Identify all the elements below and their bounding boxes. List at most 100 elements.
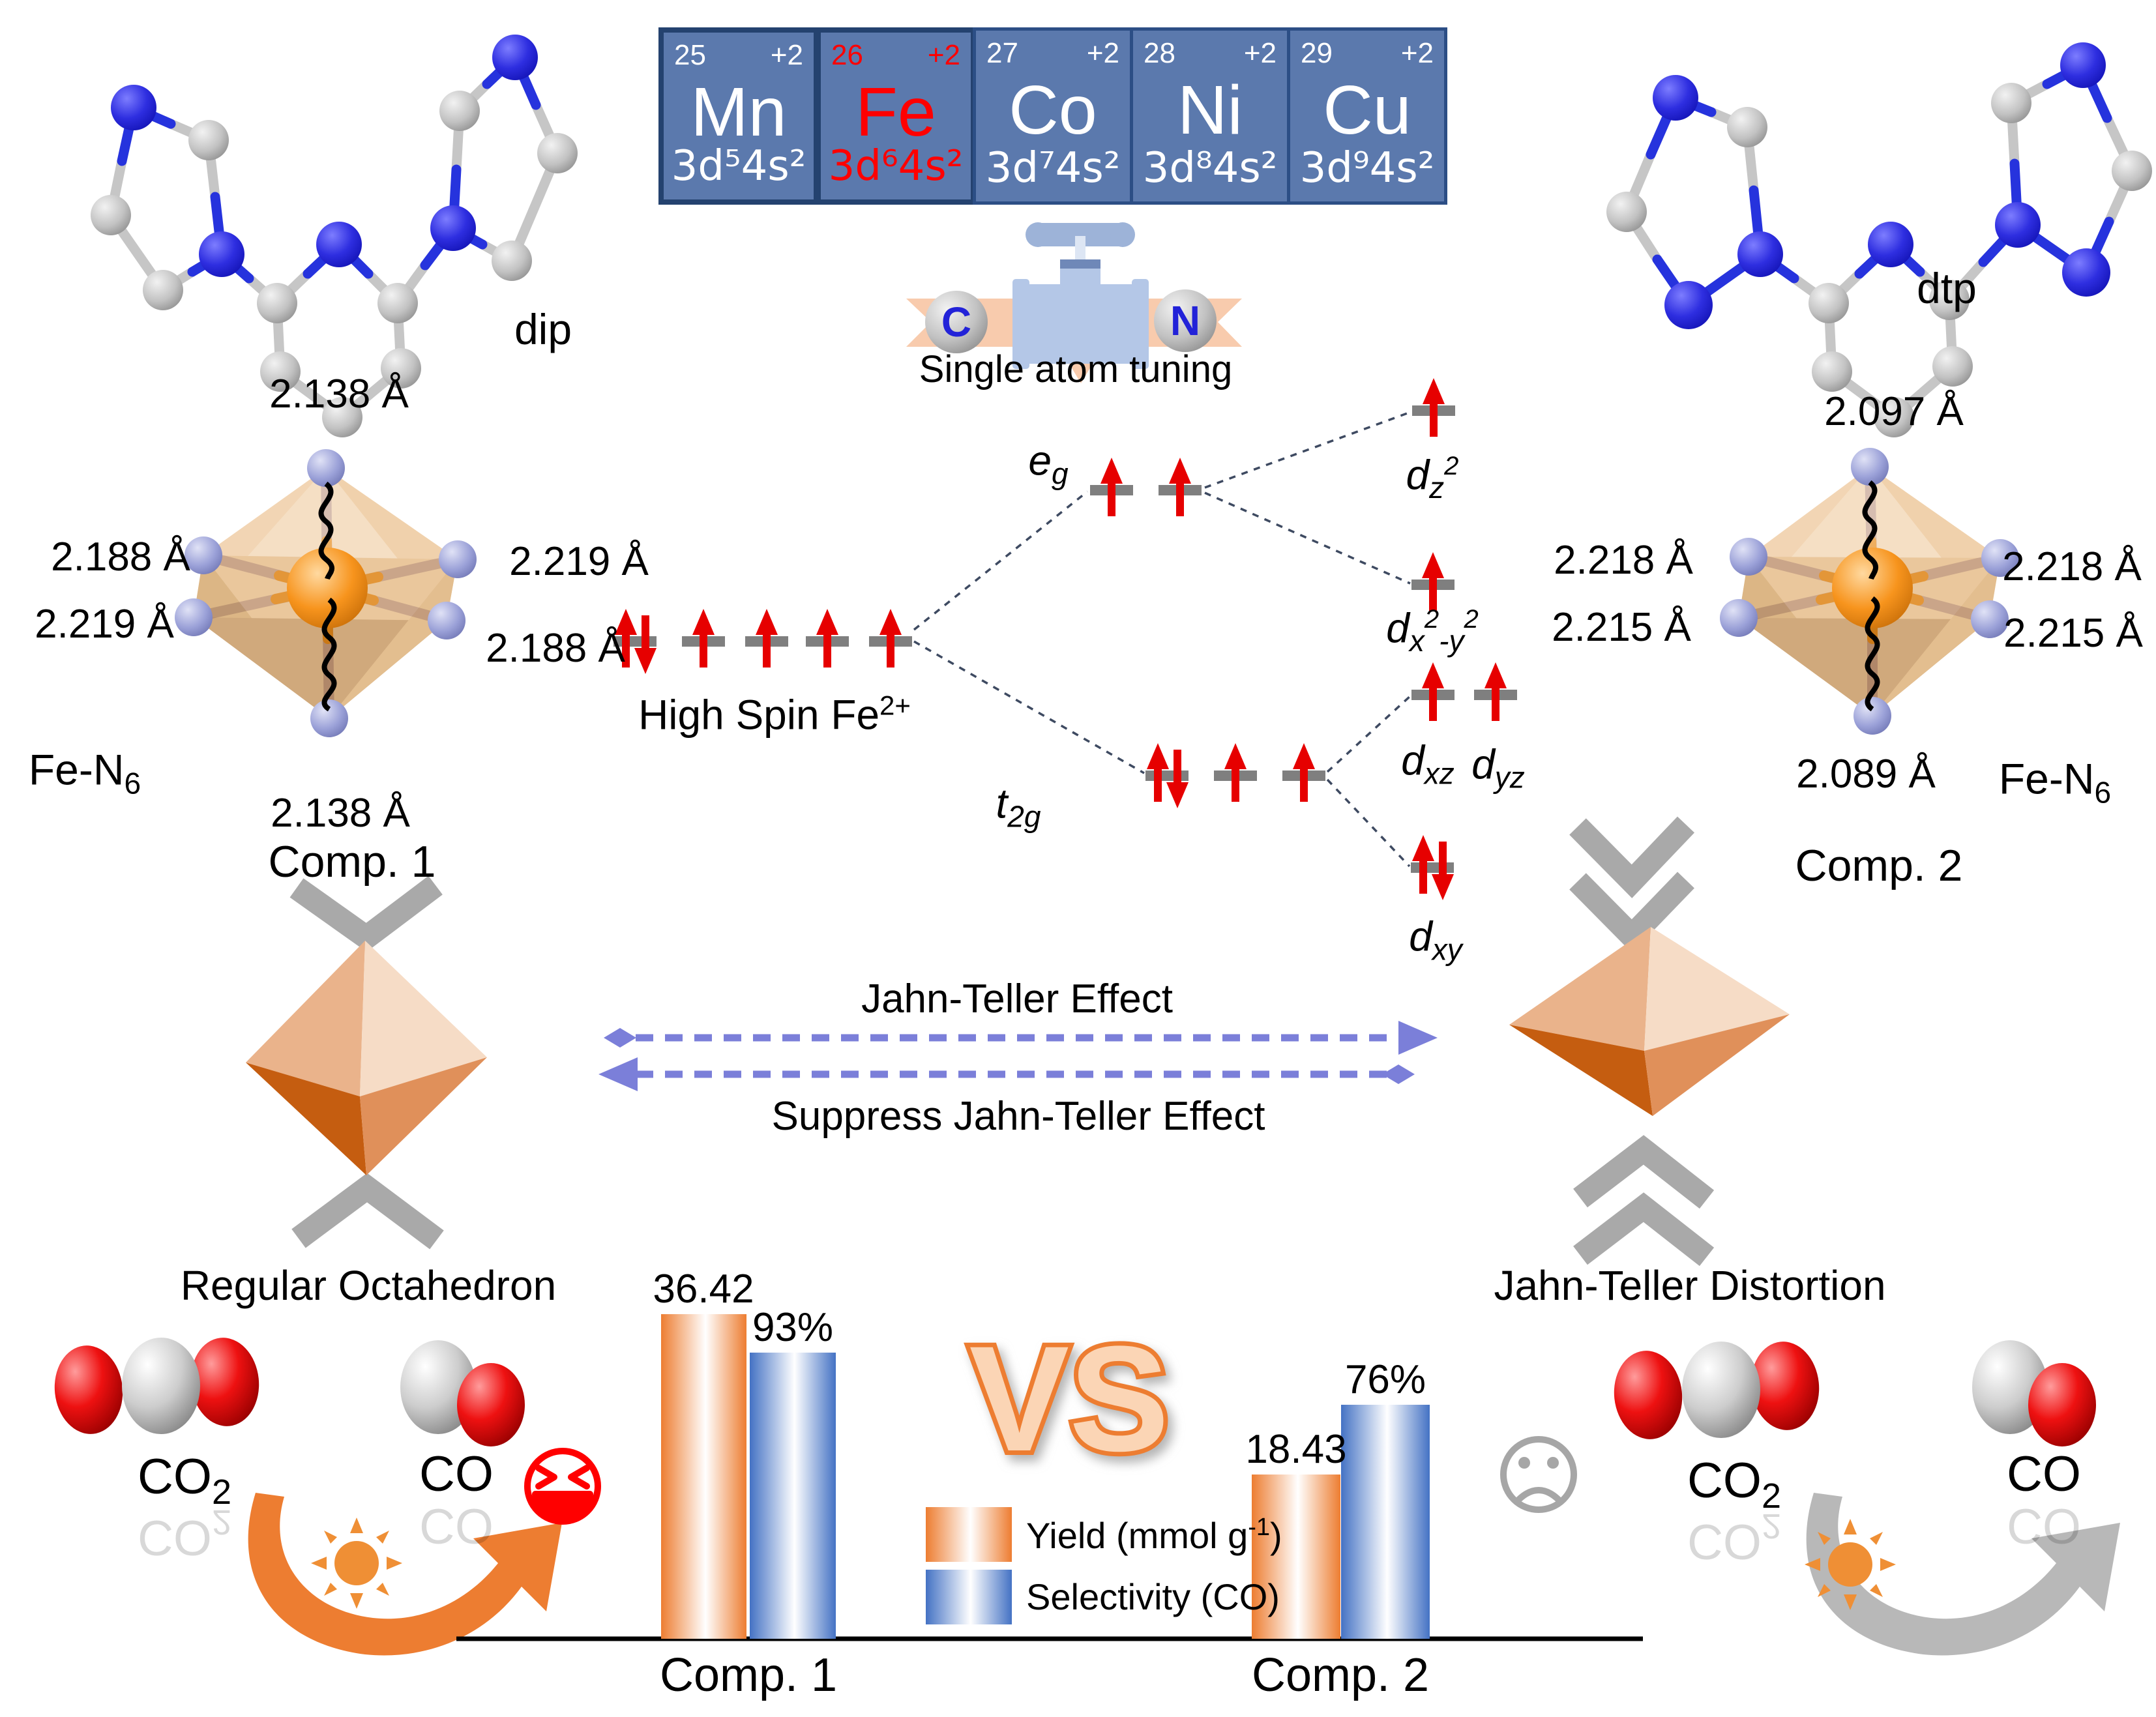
sun-photocatalysis-arrow (248, 1493, 562, 1656)
co-label-reflection: CO (2007, 1498, 2081, 1553)
ligand-label-dtp: dtp (1917, 264, 1977, 312)
complex2-octahedron-model (1720, 448, 2019, 735)
selectivity-bar-comp2 (1341, 1405, 1430, 1639)
fe-center-atom (1832, 548, 1913, 628)
electron-config: 3d⁹4s² (1299, 144, 1435, 192)
diamond-end (1382, 1064, 1415, 1084)
oxidation-state: +2 (1086, 37, 1119, 69)
orbital-label-dxy: dxy (1409, 913, 1462, 967)
suppress-jahn-teller-label: Suppress Jahn-Teller Effect (771, 1094, 1265, 1139)
bond-length-label: 2.215 Å (1552, 605, 1691, 650)
yield-value-comp2: 18.43 (1245, 1427, 1347, 1472)
bond-length-label: 2.138 Å (269, 372, 409, 417)
complex2-formula: Fe-N6 (1998, 754, 2112, 810)
sun-icon (1805, 1519, 1896, 1610)
vs-label: VS (969, 1315, 1170, 1482)
element-symbol: Cu (1323, 72, 1411, 149)
double-chevron-up-icon (1573, 1192, 1715, 1267)
diamond-end (604, 1028, 636, 1048)
ligand-label-dip: dip (514, 305, 572, 353)
bond-length-label: 2.188 Å (51, 535, 190, 580)
legend-label-selectivity: Selectivity (CO) (1026, 1576, 1280, 1617)
double-chevron-up-icon (1573, 1135, 1715, 1209)
bond-length-label: 2.218 Å (2002, 544, 2142, 589)
periodic-cell-cu: 29 +2 Cu 3d⁹4s² (1287, 27, 1447, 205)
orbital-label-dz2: dz2 (1406, 451, 1459, 505)
co-label: CO (419, 1446, 494, 1502)
orbital-splitting-diagram (613, 378, 1517, 900)
sun-photocatalysis-arrow (1806, 1493, 2120, 1656)
regular-octahedron-solid (246, 941, 487, 1175)
complex1-formula: Fe-N6 (28, 745, 141, 800)
legend-swatch-yield (926, 1507, 1012, 1562)
spring-bond (1862, 480, 1879, 580)
bond-length-label: 2.089 Å (1796, 752, 1936, 797)
chevron-up-icon (291, 1173, 444, 1250)
selectivity-value-comp1: 93% (752, 1305, 834, 1350)
nitrogen-atom-circle (1154, 289, 1217, 352)
nitrogen-atom-label: N (1170, 297, 1201, 344)
t2g-label: t2g (996, 780, 1041, 834)
electron-config: 3d⁸4s² (1142, 144, 1278, 192)
complex2-shape-label: Jahn-Teller Distortion (1494, 1262, 1886, 1309)
double-chevron-down-icon (1569, 816, 1695, 898)
periodic-table-strip: 25 +2 Mn 3d⁵4s² 26 +2 Fe 3d⁶4s² 27 +2 Co… (658, 27, 1447, 205)
atomic-number: 27 (986, 37, 1018, 69)
oxidation-state: +2 (1243, 37, 1277, 69)
orbital-label-dyz: dyz (1471, 741, 1525, 795)
oxidation-state: +2 (770, 39, 803, 71)
co2-label: CO2 (1687, 1452, 1782, 1516)
atomic-number: 28 (1144, 37, 1175, 69)
element-symbol: Mn (690, 74, 787, 151)
chevron-down-icon (289, 875, 443, 952)
dtp-molecule (1606, 42, 2152, 437)
carbon-atom-label: C (941, 299, 972, 345)
co2-molecule (54, 1338, 259, 1434)
electron-config: 3d⁷4s² (985, 144, 1121, 192)
periodic-cell-mn: 25 +2 Mn 3d⁵4s² (658, 27, 819, 205)
fe-center-atom (287, 548, 368, 628)
spring-bond (321, 597, 337, 712)
spring-bond (318, 481, 335, 580)
laughing-face-icon (524, 1448, 601, 1525)
carbon-atom-circle (925, 291, 988, 353)
jahn-teller-arrows (598, 1021, 1438, 1091)
yield-value-comp1: 36.42 (653, 1267, 754, 1312)
atomic-number: 29 (1301, 37, 1333, 69)
electron-config: 3d⁶4s² (828, 142, 964, 190)
high-spin-label: High Spin Fe2+ (638, 690, 911, 739)
oxidation-state: +2 (1400, 37, 1434, 69)
distorted-octahedron-solid (1509, 927, 1790, 1116)
element-symbol: Ni (1177, 72, 1243, 149)
atomic-number: 25 (674, 39, 706, 71)
orbital-label-dx2y2: dx2-y2 (1386, 604, 1479, 658)
selectivity-value-comp2: 76% (1344, 1357, 1426, 1402)
complex1-octahedron-model (175, 449, 477, 737)
co-molecule (400, 1340, 525, 1446)
legend-label-yield: Yield (mmol g-1) (1026, 1514, 1282, 1556)
legend-swatch-selectivity (926, 1570, 1012, 1624)
pipe-valve-icon (906, 222, 1242, 383)
dip-molecule (91, 35, 578, 437)
co-label-reflection: CO (419, 1498, 494, 1553)
category-label-comp2: Comp. 2 (1251, 1649, 1430, 1701)
complex2-title: Comp. 2 (1795, 841, 1963, 890)
spring-bond (1865, 596, 1880, 712)
category-label-comp1: Comp. 1 (659, 1649, 838, 1701)
co2-molecule (1614, 1342, 1820, 1439)
complex1-title: Comp. 1 (268, 837, 436, 887)
eg-label: eg (1028, 437, 1069, 491)
bond-length-label: 2.097 Å (1824, 389, 1964, 434)
co2-label-reflection: CO2 (137, 1502, 232, 1566)
double-chevron-down-icon (1569, 872, 1694, 953)
yield-bar-comp1 (661, 1314, 746, 1639)
tuning-caption: Single atom tuning (919, 348, 1233, 390)
bond-length-label: 2.219 Å (35, 602, 174, 647)
co2-label-reflection: CO2 (1687, 1506, 1782, 1570)
selectivity-bar-comp1 (750, 1353, 836, 1639)
element-symbol: Fe (855, 74, 936, 151)
arrowhead-right (1398, 1021, 1438, 1055)
electron-config: 3d⁵4s² (671, 142, 806, 190)
